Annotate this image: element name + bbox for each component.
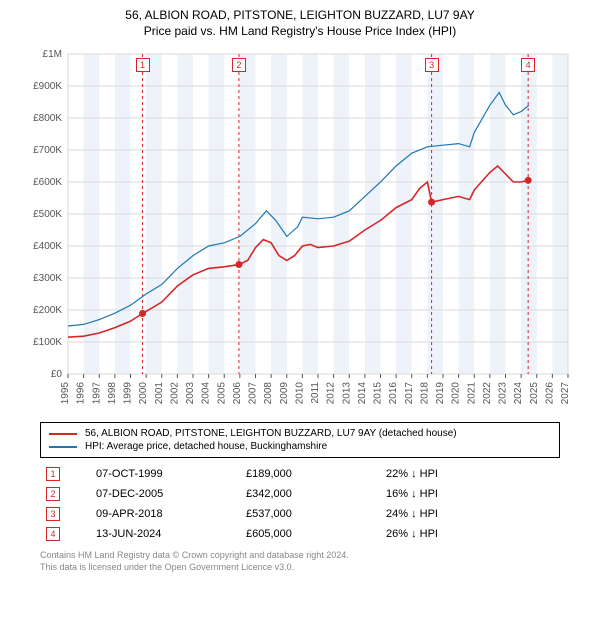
- sale-price: £605,000: [240, 524, 380, 544]
- legend-item-hpi: HPI: Average price, detached house, Buck…: [49, 440, 551, 453]
- svg-text:1997: 1997: [91, 382, 102, 405]
- chart-svg: £0 £100K £200K £300K £400K £500K £600K £700K £80…: [20, 44, 580, 414]
- sale-date: 07-OCT-1999: [90, 464, 240, 484]
- svg-text:£0: £0: [51, 369, 63, 380]
- svg-text:£400K: £400K: [33, 241, 62, 252]
- svg-text:2011: 2011: [310, 382, 321, 404]
- svg-text:1996: 1996: [76, 382, 87, 405]
- sale-marker-2: 2: [46, 487, 60, 501]
- sales-table: 1 07-OCT-1999£189,00022% ↓ HPI 2 07-DEC-200…: [40, 464, 560, 544]
- svg-text:2022: 2022: [482, 382, 493, 405]
- sale-marker-1: 1: [46, 467, 60, 481]
- chart-marker-3: 3: [425, 58, 439, 72]
- svg-text:£900K: £900K: [33, 81, 62, 92]
- title-subtitle: Price paid vs. HM Land Registry's House …: [10, 24, 590, 38]
- svg-text:2007: 2007: [248, 382, 259, 405]
- svg-text:1998: 1998: [107, 382, 118, 405]
- table-row: 4 13-JUN-2024£605,00026% ↓ HPI: [40, 524, 560, 544]
- chart-marker-4: 4: [521, 58, 535, 72]
- svg-text:1995: 1995: [60, 382, 71, 405]
- svg-text:2003: 2003: [185, 382, 196, 405]
- sale-price: £342,000: [240, 484, 380, 504]
- svg-text:2012: 2012: [326, 382, 337, 405]
- svg-text:2017: 2017: [404, 382, 415, 405]
- svg-text:2018: 2018: [419, 382, 430, 405]
- svg-text:2010: 2010: [294, 382, 305, 405]
- svg-text:£100K: £100K: [33, 337, 62, 348]
- svg-text:2000: 2000: [138, 382, 149, 405]
- svg-text:2021: 2021: [466, 382, 477, 405]
- svg-text:£600K: £600K: [33, 177, 62, 188]
- sale-diff: 16% ↓ HPI: [380, 484, 560, 504]
- svg-text:2008: 2008: [263, 382, 274, 405]
- svg-text:£700K: £700K: [33, 145, 62, 156]
- svg-text:2005: 2005: [216, 382, 227, 405]
- svg-text:2002: 2002: [169, 382, 180, 405]
- svg-text:2009: 2009: [279, 382, 290, 405]
- svg-text:2027: 2027: [560, 382, 571, 405]
- sale-date: 09-APR-2018: [90, 504, 240, 524]
- table-row: 3 09-APR-2018£537,00024% ↓ HPI: [40, 504, 560, 524]
- svg-text:£200K: £200K: [33, 305, 62, 316]
- svg-text:2020: 2020: [451, 382, 462, 405]
- attribution: Contains HM Land Registry data © Crown c…: [40, 550, 580, 573]
- chart-marker-1: 1: [136, 58, 150, 72]
- sale-marker-4: 4: [46, 527, 60, 541]
- svg-text:2014: 2014: [357, 382, 368, 405]
- svg-text:2015: 2015: [373, 382, 384, 405]
- svg-text:2016: 2016: [388, 382, 399, 405]
- table-row: 2 07-DEC-2005£342,00016% ↓ HPI: [40, 484, 560, 504]
- svg-text:2001: 2001: [154, 382, 165, 405]
- svg-text:£1M: £1M: [43, 49, 62, 60]
- legend-label-hpi: HPI: Average price, detached house, Buck…: [85, 441, 327, 452]
- sale-price: £189,000: [240, 464, 380, 484]
- svg-text:2004: 2004: [201, 382, 212, 405]
- sale-date: 07-DEC-2005: [90, 484, 240, 504]
- price-chart: £0 £100K £200K £300K £400K £500K £600K £700K £80…: [20, 44, 580, 414]
- sale-diff: 26% ↓ HPI: [380, 524, 560, 544]
- legend-label-property: 56, ALBION ROAD, PITSTONE, LEIGHTON BUZZ…: [85, 428, 457, 439]
- legend-swatch-property: [49, 433, 77, 435]
- svg-text:£500K: £500K: [33, 209, 62, 220]
- svg-text:1999: 1999: [123, 382, 134, 405]
- legend: 56, ALBION ROAD, PITSTONE, LEIGHTON BUZZ…: [40, 422, 560, 458]
- sale-diff: 22% ↓ HPI: [380, 464, 560, 484]
- legend-item-property: 56, ALBION ROAD, PITSTONE, LEIGHTON BUZZ…: [49, 427, 551, 440]
- sale-price: £537,000: [240, 504, 380, 524]
- svg-text:2026: 2026: [544, 382, 555, 405]
- svg-text:£300K: £300K: [33, 273, 62, 284]
- svg-text:2023: 2023: [498, 382, 509, 405]
- sale-marker-3: 3: [46, 507, 60, 521]
- sale-date: 13-JUN-2024: [90, 524, 240, 544]
- title-address: 56, ALBION ROAD, PITSTONE, LEIGHTON BUZZ…: [10, 8, 590, 22]
- legend-swatch-hpi: [49, 446, 77, 448]
- chart-title: 56, ALBION ROAD, PITSTONE, LEIGHTON BUZZ…: [10, 8, 590, 38]
- table-row: 1 07-OCT-1999£189,00022% ↓ HPI: [40, 464, 560, 484]
- svg-text:2013: 2013: [341, 382, 352, 405]
- svg-text:2025: 2025: [529, 382, 540, 405]
- sale-diff: 24% ↓ HPI: [380, 504, 560, 524]
- attribution-line2: This data is licensed under the Open Gov…: [40, 562, 580, 574]
- attribution-line1: Contains HM Land Registry data © Crown c…: [40, 550, 580, 562]
- svg-text:2019: 2019: [435, 382, 446, 405]
- svg-text:£800K: £800K: [33, 113, 62, 124]
- svg-text:2006: 2006: [232, 382, 243, 405]
- chart-marker-2: 2: [232, 58, 246, 72]
- svg-text:2024: 2024: [513, 382, 524, 405]
